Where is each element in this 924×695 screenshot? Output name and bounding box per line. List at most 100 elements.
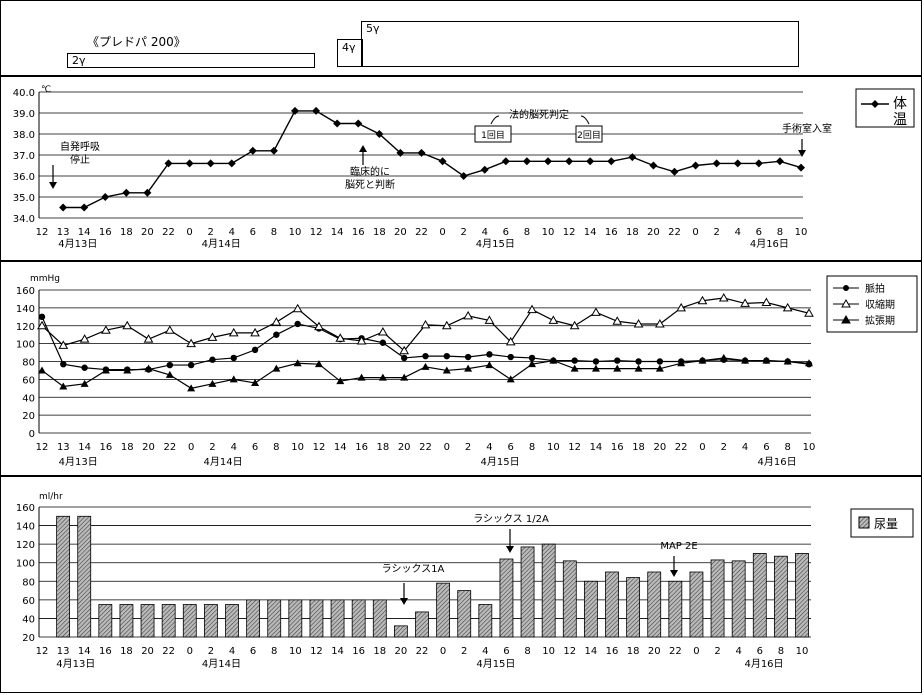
bar	[119, 604, 134, 638]
annotation-arrow	[359, 145, 367, 165]
data-point	[761, 297, 772, 307]
data-point	[634, 364, 643, 372]
data-point	[230, 354, 237, 362]
data-point	[227, 159, 236, 168]
data-point	[123, 366, 132, 374]
data-point	[591, 307, 601, 316]
x-tick-label: 2	[461, 646, 467, 657]
x-tick-label: 12	[36, 646, 49, 657]
y-tick-label: 38.0	[13, 130, 35, 141]
x-tick-label: 4	[735, 227, 741, 238]
x-tick-label: 2	[460, 227, 466, 238]
data-point	[314, 360, 323, 368]
data-point	[164, 159, 173, 168]
data-point	[251, 378, 260, 386]
x-tick-label: 10	[289, 227, 302, 238]
bar	[330, 599, 345, 638]
bar	[56, 515, 71, 638]
x-tick-label: 8	[273, 442, 279, 453]
data-point	[209, 356, 216, 363]
annotation-box	[474, 125, 512, 143]
y-tick-label: 60	[22, 375, 35, 386]
x-tick-label: 20	[141, 646, 154, 657]
annotation-clinical-death: 臨床的に	[350, 165, 390, 178]
x-tick-label: 20	[395, 646, 408, 657]
date-label: 4月15日	[481, 456, 520, 468]
data-point	[549, 356, 558, 364]
bar	[351, 599, 366, 638]
data-point	[464, 353, 472, 361]
data-point	[677, 359, 686, 367]
x-tick-label: 18	[377, 442, 390, 453]
x-tick-label: 10	[291, 442, 304, 453]
bar	[140, 604, 155, 638]
x-tick-label: 0	[186, 227, 192, 238]
x-tick-label: 12	[36, 227, 49, 238]
data-point	[804, 308, 814, 317]
data-point	[586, 157, 595, 166]
x-tick-label: 20	[394, 227, 407, 238]
dose-label: 2γ	[72, 54, 86, 67]
legend: 尿量	[850, 508, 914, 538]
data-point	[438, 157, 447, 166]
bar	[626, 577, 641, 638]
data-point	[378, 373, 387, 381]
annotation-apnea: 停止	[70, 153, 90, 166]
data-point	[396, 148, 405, 157]
date-label: 4月14日	[202, 658, 241, 670]
x-tick-label: 20	[142, 442, 155, 453]
y-tick-label: 100	[16, 340, 35, 351]
legend-label: 脈拍	[865, 282, 885, 295]
legend-label: 温	[893, 112, 907, 128]
data-point	[459, 172, 468, 180]
x-tick-label: 4	[742, 442, 748, 453]
dose-label: 4γ	[342, 41, 356, 54]
bar	[668, 580, 683, 638]
y-tick-label: 140	[16, 304, 35, 315]
data-point	[719, 353, 728, 361]
data-point	[38, 313, 46, 321]
x-tick-label: 13	[57, 646, 70, 657]
data-point	[354, 119, 363, 128]
legend-label: 収縮期	[865, 298, 895, 311]
legend-marker	[843, 285, 849, 291]
bar	[225, 604, 239, 638]
x-tick-label: 4	[735, 646, 741, 657]
x-tick-label: 4	[486, 442, 492, 453]
data-point	[208, 379, 217, 387]
vitals-panel: 160 140 120 100 80 60 40 20 0 12 13 14 16 18 20 22 0 2 4 6 8…	[0, 261, 922, 476]
x-tick-label: 2	[721, 442, 727, 453]
annotation-clinical-death: 脳死と判断	[345, 178, 395, 191]
x-tick-label: 22	[416, 646, 429, 657]
legend-marker	[841, 314, 851, 324]
data-point	[718, 293, 729, 302]
data-point	[484, 315, 495, 324]
bar	[520, 546, 535, 638]
x-tick-label: 8	[777, 227, 783, 238]
data-point	[480, 165, 489, 174]
x-tick-label: 10	[795, 227, 808, 238]
x-tick-label: 16	[611, 442, 624, 453]
y-tick-label: 160	[16, 503, 35, 514]
data-point	[762, 356, 771, 364]
data-point	[207, 332, 218, 341]
annotation-arrow	[798, 139, 806, 157]
x-tick-label: 8	[524, 227, 530, 238]
data-point	[144, 364, 153, 372]
bar	[605, 571, 619, 638]
x-tick-label: 6	[250, 646, 256, 657]
data-point	[676, 302, 687, 312]
data-point	[251, 346, 259, 354]
date-label: 4月15日	[476, 658, 515, 670]
data-point	[441, 320, 452, 330]
dose-box-4gamma: 4γ	[337, 39, 363, 67]
data-point	[463, 310, 473, 320]
data-point	[333, 119, 342, 128]
data-point	[400, 354, 408, 362]
x-tick-label: 6	[503, 646, 509, 657]
data-point	[783, 357, 792, 365]
data-point	[375, 130, 384, 138]
data-point	[122, 188, 131, 197]
data-point	[733, 159, 742, 168]
